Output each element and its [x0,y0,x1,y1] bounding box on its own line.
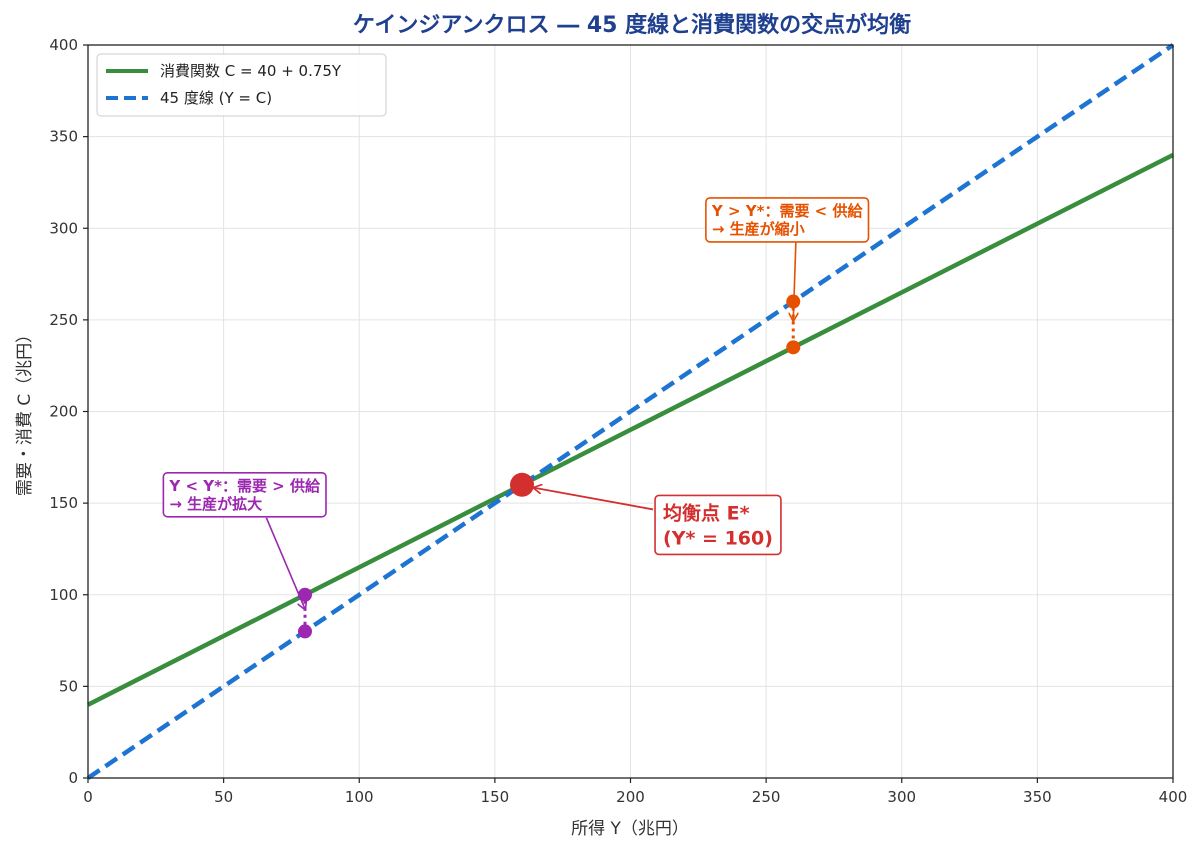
x-tick-label: 300 [887,788,916,806]
x-tick-label: 0 [83,788,93,806]
y-axis-ticks: 0 50 100 150 200 250 300 350 400 [49,36,88,787]
gap-left-arrow [265,517,305,609]
gap-right-point-low [786,340,801,355]
gap-right-annotation-box [705,197,870,243]
equilibrium-annotation-line-1: 均衡点 E* [663,501,750,524]
x-tick-label: 150 [481,788,510,806]
legend-entry-45-degree: 45 度線 (Y = C) [160,89,272,107]
forty-five-degree-line [86,43,1175,780]
y-tick-label: 100 [49,586,78,604]
equilibrium-layer: 均衡点 E* (Y* = 160) [510,472,782,556]
gap-left-point-low [298,624,312,639]
chart-title: ケインジアンクロス ― 45 度線と消費関数の交点が均衡 [353,12,911,38]
y-tick-label: 50 [59,677,78,695]
gap-left-annotation: Y < Y*：需要 > 供給→ 生産が拡大 [162,471,327,518]
y-tick-label: 400 [49,36,78,54]
x-tick-label: 400 [1159,788,1188,806]
x-tick-label: 100 [345,788,374,806]
consumption-function-line [86,152,1175,707]
gap-right-annotation-line-1: Y > Y*：需要 < 供給 [711,202,864,220]
equilibrium-annotation-line-2: (Y* = 160) [663,527,773,549]
x-tick-label: 250 [752,788,781,806]
gap-left-point-high [298,587,312,602]
x-axis-ticks: 0 50 100 150 200 250 300 350 400 [83,778,1187,806]
x-axis-label: 所得 Y（兆円） [571,819,689,839]
y-tick-label: 350 [49,128,78,146]
x-tick-label: 50 [214,788,233,806]
gap-left-annotation-line-1: Y < Y*：需要 > 供給 [168,477,321,495]
legend-box [96,53,387,117]
y-tick-label: 200 [49,403,78,421]
y-tick-label: 250 [49,311,78,329]
gap-left-annotation-line-2: → 生産が拡大 [169,495,262,513]
legend-entry-consumption: 消費関数 C = 40 + 0.75Y [160,62,342,80]
y-tick-label: 0 [68,769,78,787]
gap-right-annotation: Y > Y*：需要 < 供給→ 生産が縮小 [705,197,870,243]
gap-right-annotation-line-2: → 生産が縮小 [712,220,805,238]
x-tick-label: 200 [616,788,645,806]
equilibrium-arrow [534,488,654,511]
y-axis-label: 需要・消費 C（兆円） [15,326,35,496]
x-tick-label: 350 [1023,788,1052,806]
series-layer [86,43,1175,780]
gap-right-arrow [793,241,796,321]
gap-left-annotation-box [162,471,327,518]
equilibrium-point [510,472,534,497]
y-tick-label: 150 [49,494,78,512]
legend: 消費関数 C = 40 + 0.75Y 45 度線 (Y = C) [96,53,387,117]
y-tick-label: 300 [49,219,78,237]
equilibrium-annotation-box [654,494,782,556]
equilibrium-annotation: 均衡点 E* (Y* = 160) [654,494,782,556]
